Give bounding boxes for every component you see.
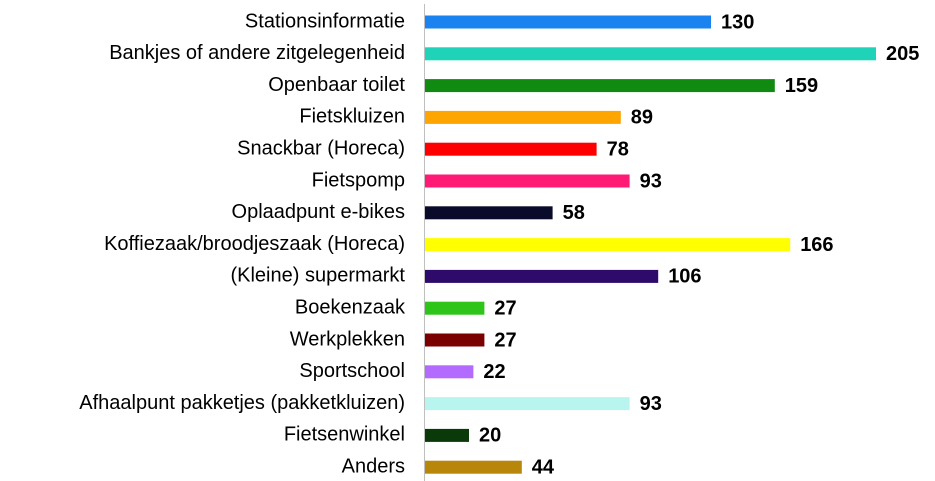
value-label: 89 (631, 107, 653, 129)
value-label: 20 (479, 425, 501, 447)
value-label: 27 (494, 297, 516, 319)
bar (425, 301, 485, 315)
value-label: 159 (785, 75, 818, 97)
category-label: Fietsenwinkel (284, 424, 405, 446)
category-label: Oplaadpunt e-bikes (232, 201, 405, 223)
bar (425, 47, 876, 61)
bar (425, 15, 711, 29)
bar (425, 333, 485, 347)
category-label: Fietskluizen (299, 106, 405, 128)
bar (425, 142, 597, 156)
category-label: Fietspomp (312, 169, 405, 191)
value-label: 58 (563, 202, 585, 224)
value-label: 166 (800, 234, 833, 256)
category-label: Anders (342, 455, 405, 477)
value-label: 78 (607, 138, 629, 160)
bar (425, 206, 553, 220)
bar (425, 79, 775, 93)
value-label: 130 (721, 11, 754, 33)
bar (425, 397, 630, 411)
category-label: Sportschool (299, 360, 405, 382)
value-label: 22 (483, 361, 505, 383)
value-label: 27 (494, 329, 516, 351)
bar (425, 460, 522, 474)
bar (425, 110, 621, 124)
category-label: Bankjes of andere zitgelegenheid (109, 42, 405, 64)
category-label: (Kleine) supermarkt (230, 265, 405, 287)
category-label: Boekenzaak (295, 296, 406, 318)
value-label: 93 (640, 170, 662, 192)
value-label: 93 (640, 393, 662, 415)
bar (425, 238, 791, 252)
category-label: Openbaar toilet (268, 74, 405, 96)
bar (425, 174, 630, 188)
value-label: 106 (668, 266, 701, 288)
category-label: Werkplekken (290, 328, 405, 350)
category-label: Stationsinformatie (245, 10, 405, 32)
category-label: Afhaalpunt pakketjes (pakketkluizen) (79, 392, 405, 414)
value-label: 44 (532, 456, 555, 478)
bar (425, 428, 469, 442)
category-label: Koffiezaak/broodjeszaak (Horeca) (104, 233, 405, 255)
value-label: 205 (886, 43, 919, 65)
category-label: Snackbar (Horeca) (237, 137, 405, 159)
bar (425, 269, 659, 283)
bar (425, 365, 474, 379)
